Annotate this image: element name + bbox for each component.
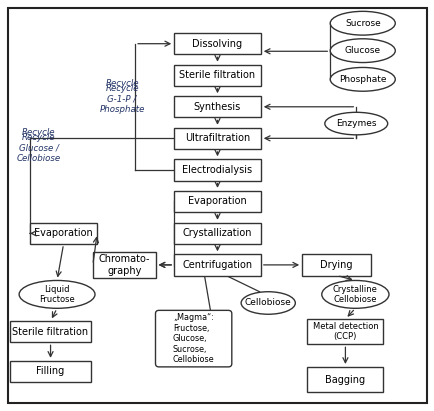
Text: Glucose: Glucose	[344, 46, 380, 55]
FancyBboxPatch shape	[174, 33, 260, 54]
FancyBboxPatch shape	[174, 128, 260, 149]
Text: Recycle
Glucose /
Cellobiose: Recycle Glucose / Cellobiose	[17, 133, 61, 163]
FancyBboxPatch shape	[301, 254, 371, 275]
Text: Chromato-
graphy: Chromato- graphy	[98, 254, 150, 276]
Text: Drying: Drying	[320, 260, 352, 270]
Text: Recycle: Recycle	[22, 128, 56, 137]
FancyBboxPatch shape	[10, 361, 90, 382]
Text: Centrifugation: Centrifugation	[182, 260, 252, 270]
FancyBboxPatch shape	[174, 96, 260, 118]
FancyBboxPatch shape	[30, 223, 97, 244]
Ellipse shape	[19, 280, 95, 308]
Text: Sterile filtration: Sterile filtration	[13, 327, 89, 337]
FancyBboxPatch shape	[174, 191, 260, 212]
Text: Cellobiose: Cellobiose	[244, 298, 291, 307]
Text: Filling: Filling	[36, 366, 65, 376]
Ellipse shape	[329, 67, 395, 91]
FancyBboxPatch shape	[174, 65, 260, 86]
FancyBboxPatch shape	[174, 223, 260, 244]
FancyBboxPatch shape	[9, 8, 425, 403]
FancyBboxPatch shape	[10, 321, 90, 342]
Text: Evaporation: Evaporation	[187, 196, 247, 206]
Text: Enzymes: Enzymes	[335, 119, 376, 128]
Text: Dissolving: Dissolving	[192, 39, 242, 49]
Text: Sucrose: Sucrose	[344, 19, 380, 28]
Text: Sterile filtration: Sterile filtration	[179, 70, 255, 80]
Text: Bagging: Bagging	[325, 374, 365, 385]
Ellipse shape	[324, 112, 387, 135]
Text: Ultrafiltration: Ultrafiltration	[184, 133, 250, 143]
Text: Evaporation: Evaporation	[34, 229, 93, 238]
Text: Liquid
Fructose: Liquid Fructose	[39, 285, 75, 304]
FancyBboxPatch shape	[307, 367, 382, 392]
FancyBboxPatch shape	[92, 252, 155, 277]
Text: „Magma“:
Fructose,
Glucose,
Sucrose,
Cellobiose: „Magma“: Fructose, Glucose, Sucrose, Cel…	[172, 313, 214, 364]
FancyBboxPatch shape	[307, 319, 382, 344]
FancyBboxPatch shape	[155, 310, 231, 367]
Text: Phosphate: Phosphate	[338, 75, 386, 84]
FancyBboxPatch shape	[174, 254, 260, 275]
Ellipse shape	[240, 292, 295, 314]
Ellipse shape	[329, 12, 395, 35]
Text: Metal detection
(CCP): Metal detection (CCP)	[312, 322, 378, 342]
Text: Crystalline
Cellobiose: Crystalline Cellobiose	[332, 285, 377, 304]
Text: Recycle
G-1-P /
Phosphate: Recycle G-1-P / Phosphate	[99, 84, 145, 114]
Text: Recycle: Recycle	[105, 79, 138, 88]
Text: Synthesis: Synthesis	[194, 102, 240, 112]
Text: Crystallization: Crystallization	[182, 229, 252, 238]
FancyBboxPatch shape	[174, 159, 260, 180]
Ellipse shape	[321, 280, 388, 308]
Text: Electrodialysis: Electrodialysis	[182, 165, 252, 175]
Ellipse shape	[329, 39, 395, 62]
